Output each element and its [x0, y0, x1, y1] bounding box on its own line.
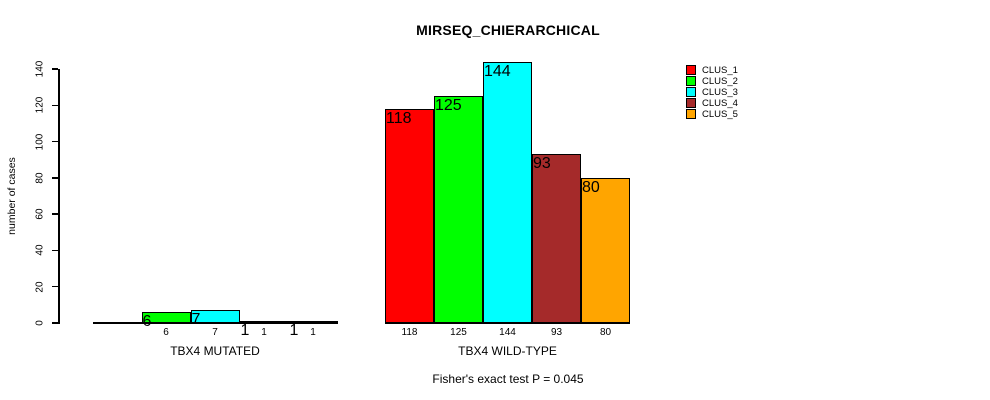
bar: 1: [239, 321, 289, 339]
legend-color-swatch: [686, 75, 696, 86]
y-tick-mark: [52, 322, 58, 324]
y-tick-label: 100: [34, 133, 46, 150]
y-tick-mark: [52, 104, 58, 107]
group-label: TBX4 WILD-TYPE: [458, 344, 557, 358]
bar: 144: [483, 62, 532, 323]
bar: 93: [532, 154, 581, 323]
y-tick-mark: [52, 68, 58, 70]
bar-value-label: 6: [163, 327, 169, 338]
y-tick-label: 120: [34, 96, 46, 114]
group-baseline: [92, 322, 338, 324]
bar-value-label: 125: [450, 327, 467, 338]
y-tick-mark: [52, 249, 58, 252]
bar-value-label: 144: [499, 327, 516, 338]
y-tick-mark: [52, 140, 58, 143]
legend-label: CLUS_1: [702, 64, 738, 76]
bar: 125: [434, 96, 483, 323]
legend-color-swatch: [686, 86, 696, 97]
bar-value-label: 1: [261, 327, 267, 338]
y-tick-label: 140: [34, 60, 46, 78]
chart-title: MIRSEQ_CHIERARCHICAL: [416, 22, 600, 38]
y-tick-label: 80: [34, 172, 46, 184]
group-label: TBX4 MUTATED: [170, 344, 260, 358]
legend-label: CLUS_5: [702, 108, 738, 120]
legend-color-swatch: [686, 64, 696, 75]
y-axis-line: [58, 69, 60, 324]
y-axis-label: number of cases: [6, 157, 18, 235]
bar: 80: [581, 178, 630, 323]
bar: 7: [190, 310, 240, 328]
bar-value-label: 93: [550, 327, 563, 338]
bar-value-label: 80: [599, 327, 612, 338]
bar-value-label: 7: [212, 327, 218, 338]
legend-label: CLUS_3: [702, 86, 738, 98]
legend-color-swatch: [686, 97, 696, 108]
bar-value-label: 118: [401, 327, 418, 338]
y-tick-mark: [52, 213, 58, 215]
y-tick-label: 40: [34, 244, 46, 256]
y-tick-label: 20: [34, 281, 46, 293]
y-tick-label: 60: [34, 208, 46, 220]
legend-color-swatch: [686, 108, 696, 119]
group-baseline: [385, 322, 630, 324]
y-tick-mark: [52, 177, 58, 179]
fisher-test-note: Fisher's exact test P = 0.045: [432, 372, 584, 386]
legend-label: CLUS_2: [702, 75, 738, 87]
bar: 6: [141, 312, 191, 330]
y-tick-mark: [52, 285, 58, 288]
bar: 118: [385, 109, 434, 323]
bar-value-label: 1: [310, 327, 316, 338]
bar: 1: [288, 321, 338, 339]
y-tick-label: 0: [34, 320, 46, 326]
legend-label: CLUS_4: [702, 97, 738, 109]
